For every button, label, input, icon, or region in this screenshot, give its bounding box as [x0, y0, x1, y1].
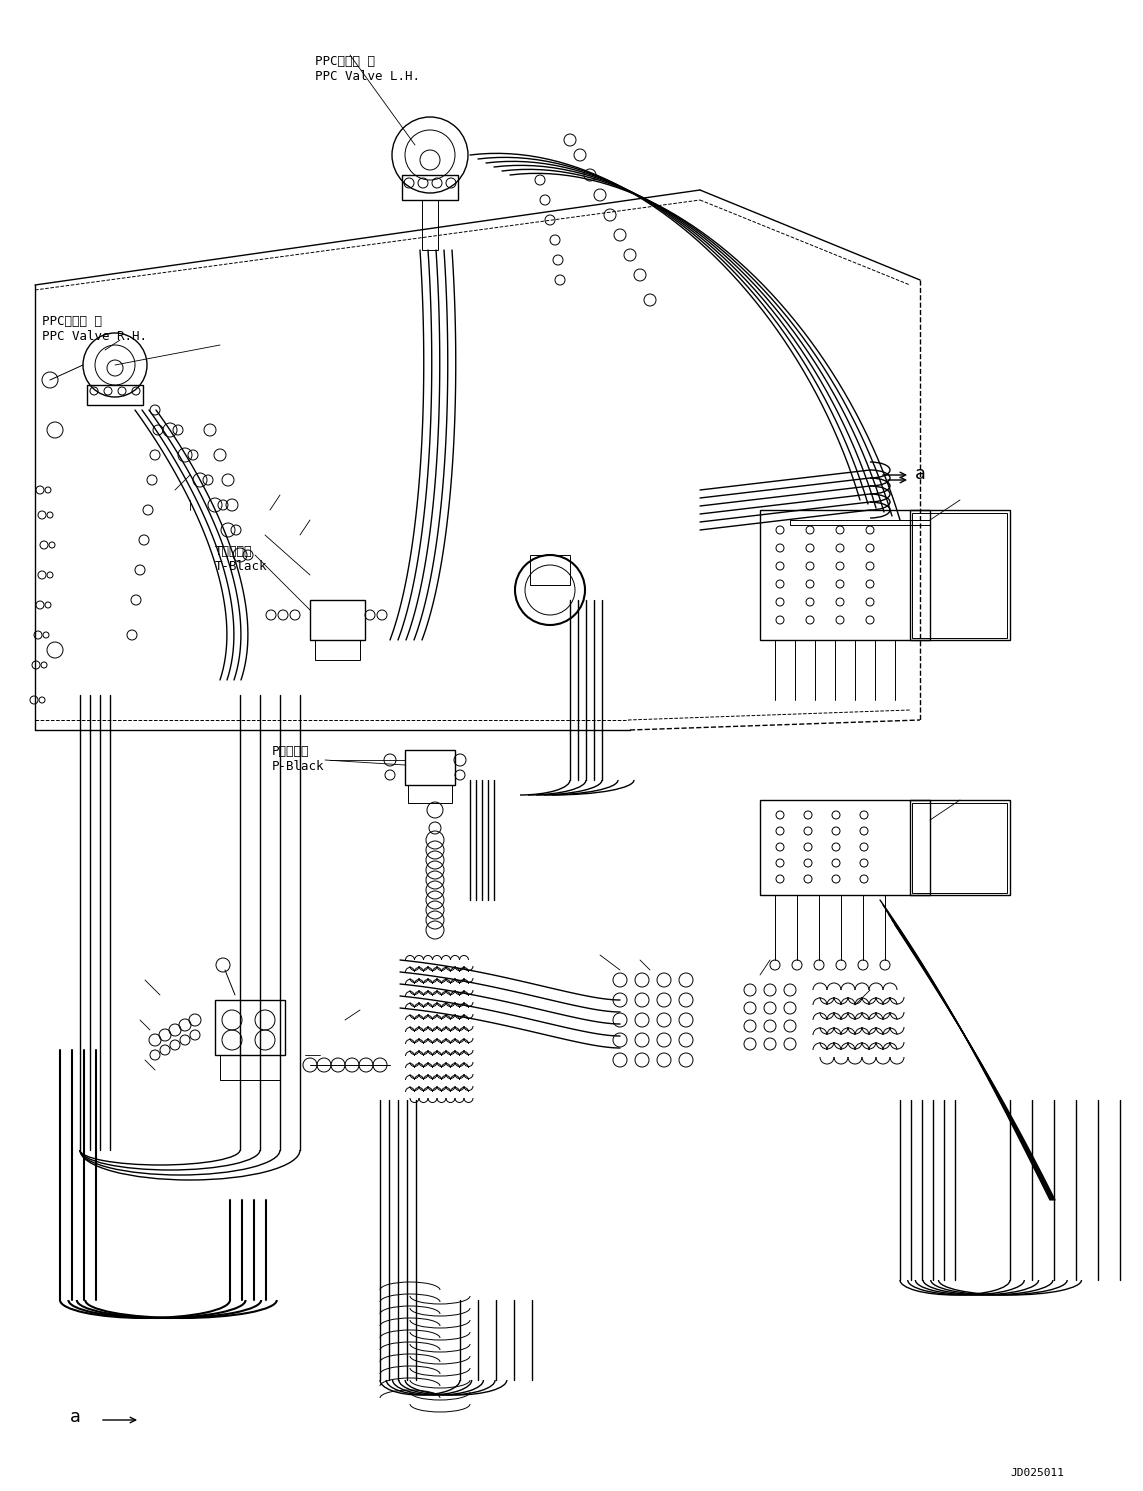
Bar	[760, 801, 930, 895]
Bar	[760, 510, 930, 640]
Text: PPCバルブ 左
PPC Valve L.H.: PPCバルブ 左 PPC Valve L.H.	[315, 55, 419, 83]
Text: JD025011: JD025011	[1010, 1469, 1064, 1478]
Bar	[219, 1056, 280, 1079]
Bar	[912, 513, 1007, 638]
Bar	[530, 555, 570, 584]
Bar	[422, 200, 438, 250]
Bar	[315, 640, 360, 661]
Bar	[310, 599, 365, 640]
Bar	[910, 801, 1010, 895]
Text: a: a	[70, 1408, 81, 1425]
Text: Pブロック
P-Black: Pブロック P-Black	[272, 746, 325, 772]
Bar	[408, 784, 451, 804]
Bar	[87, 385, 143, 406]
Bar	[910, 510, 1010, 640]
Bar	[790, 520, 930, 525]
Text: PPCバルブ 右
PPC Valve R.H.: PPCバルブ 右 PPC Valve R.H.	[42, 315, 147, 343]
Text: Tブロック
T-Black: Tブロック T-Black	[215, 546, 267, 573]
Bar	[912, 804, 1007, 893]
Text: a: a	[916, 465, 926, 483]
Bar	[405, 750, 455, 784]
Bar	[402, 174, 458, 200]
Bar	[215, 1000, 285, 1056]
